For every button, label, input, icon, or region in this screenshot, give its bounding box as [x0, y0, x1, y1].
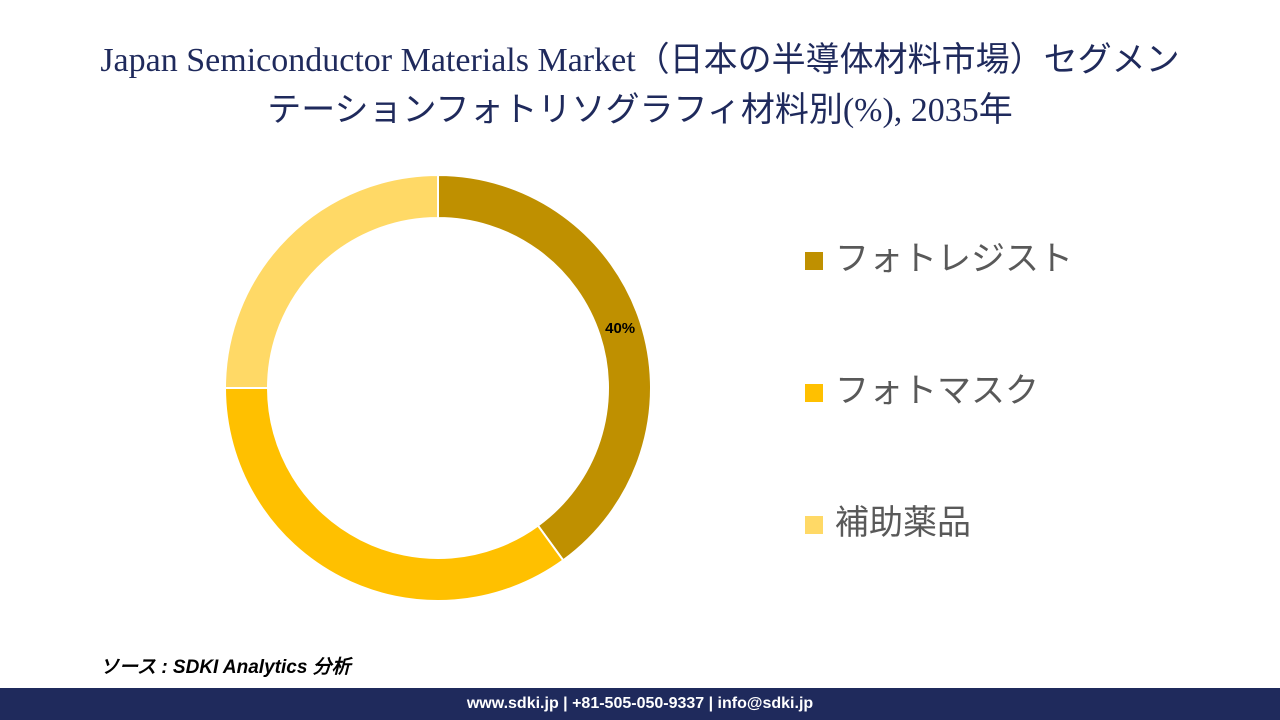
donut-segment: [223, 173, 439, 389]
legend-swatch: [805, 252, 823, 270]
footer: www.sdki.jp | +81-505-050-9337 | info@sd…: [0, 688, 1280, 720]
legend-swatch: [805, 384, 823, 402]
data-label: 40%: [605, 320, 635, 337]
legend-label: フォトレジスト: [835, 240, 1073, 278]
chart-title: Japan Semiconductor Materials Market（日本の…: [100, 42, 1180, 129]
donut-segment: [223, 387, 565, 602]
donut-segment: [437, 173, 652, 562]
source: ソース : SDKI Analytics 分析: [100, 657, 351, 678]
legend-label: フォトマスク: [835, 372, 1039, 410]
legend-label: 補助薬品: [835, 504, 971, 542]
legend-swatch: [805, 516, 823, 534]
